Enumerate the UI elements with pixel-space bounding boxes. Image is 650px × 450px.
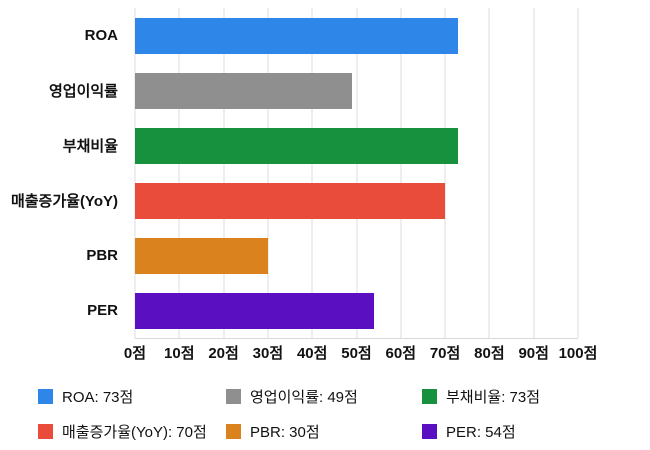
category-label: 부채비율 bbox=[62, 138, 118, 155]
bar-row bbox=[135, 63, 578, 118]
gridline bbox=[488, 8, 490, 338]
legend-swatch-icon bbox=[226, 424, 241, 439]
x-axis: 0점 10점 20점 30점 40점 50점 60점 70점 80점 90점 100점 bbox=[124, 342, 597, 364]
legend-label: PER: 54점 bbox=[446, 424, 516, 441]
legend-label: 부채비율: 73점 bbox=[446, 389, 541, 406]
gridline bbox=[134, 8, 136, 338]
gridline bbox=[533, 8, 535, 338]
gridline bbox=[311, 8, 313, 338]
grid-layer bbox=[134, 8, 579, 338]
bars-layer bbox=[135, 8, 578, 338]
bar-부채비율 bbox=[135, 127, 459, 164]
bar-row bbox=[135, 173, 578, 228]
legend-item: 부채비율: 73점 bbox=[422, 386, 540, 407]
bar-영업이익률 bbox=[135, 72, 353, 109]
legend-item: PBR: 30점 bbox=[226, 421, 422, 442]
x-tick-label: 30점 bbox=[252, 345, 284, 362]
bar-ROA bbox=[135, 17, 459, 54]
gridline bbox=[400, 8, 402, 338]
gridline bbox=[356, 8, 357, 338]
x-tick-label: 70점 bbox=[429, 345, 461, 362]
category-label: 매출증가율(YoY) bbox=[10, 193, 118, 210]
category-label: 영업이익률 bbox=[48, 83, 118, 100]
x-tick-label: 60점 bbox=[385, 345, 417, 362]
legend-swatch-icon bbox=[226, 389, 241, 404]
x-tick-label: 100점 bbox=[558, 345, 598, 362]
x-tick-label: 50점 bbox=[341, 345, 372, 362]
legend-swatch-icon bbox=[422, 424, 437, 439]
bar-row bbox=[135, 228, 578, 283]
category-label: PER bbox=[87, 302, 118, 319]
legend-item: 영업이익률: 49점 bbox=[226, 386, 422, 407]
x-tick-label: 80점 bbox=[474, 345, 505, 362]
legend-label: ROA: 73점 bbox=[62, 389, 134, 406]
legend-swatch-icon bbox=[38, 424, 53, 439]
legend-item: ROA: 73점 bbox=[38, 386, 226, 407]
x-tick-label: 20점 bbox=[208, 345, 239, 362]
category-label: PBR bbox=[86, 247, 118, 264]
gridline bbox=[267, 8, 269, 338]
legend-label: PBR: 30점 bbox=[250, 424, 320, 441]
x-tick-label: 10점 bbox=[164, 345, 195, 362]
x-tick-label: 40점 bbox=[296, 345, 328, 362]
bar-PBR bbox=[135, 237, 268, 274]
bar-PER bbox=[135, 292, 375, 329]
gridline bbox=[577, 8, 579, 338]
gridline bbox=[444, 8, 446, 338]
bar-row bbox=[135, 283, 578, 338]
legend-label: 영업이익률: 49점 bbox=[250, 389, 358, 406]
legend-item: 매출증가율(YoY): 70점 bbox=[38, 421, 226, 442]
bar-row bbox=[135, 118, 578, 173]
x-tick-label: 90점 bbox=[518, 345, 549, 362]
gridline bbox=[223, 8, 225, 338]
legend-swatch-icon bbox=[38, 389, 53, 404]
x-tick-label: 0점 bbox=[123, 345, 147, 362]
legend-label: 매출증가율(YoY): 70점 bbox=[62, 424, 207, 441]
gridline bbox=[178, 8, 180, 338]
legend-swatch-icon bbox=[422, 389, 437, 404]
bar-row bbox=[135, 8, 578, 63]
bar-매출증가율(YoY) bbox=[135, 182, 446, 219]
category-label: ROA bbox=[84, 27, 118, 44]
plot-area bbox=[134, 8, 579, 339]
legend-item: PER: 54점 bbox=[422, 421, 540, 442]
